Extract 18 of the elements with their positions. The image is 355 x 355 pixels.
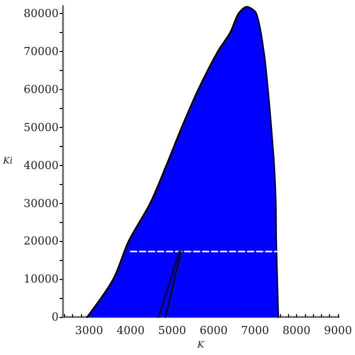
y-tick-label: 80000 [24, 7, 59, 20]
y-axis-title: Ki [2, 156, 13, 167]
y-tick-label: 70000 [24, 45, 59, 58]
x-tick-label: 6000 [200, 324, 228, 338]
x-tick-label: 9000 [324, 324, 352, 338]
y-tick-label: 20000 [24, 234, 59, 248]
y-tick-label: 60000 [24, 82, 59, 96]
x-tick-label: 8000 [282, 324, 311, 338]
y-tick-label: 40000 [24, 158, 59, 172]
x-axis-title: K [196, 340, 206, 350]
y-tick-label: 30000 [24, 196, 59, 210]
x-tick-label: 4000 [116, 324, 145, 338]
x-tick-label: 5000 [158, 324, 186, 338]
y-tick-label: 0 [52, 310, 59, 324]
x-tick-label: 7000 [241, 324, 270, 338]
x-tick-label: 3000 [75, 324, 104, 338]
y-tick-label: 50000 [24, 120, 59, 134]
y-tick-label: 10000 [24, 272, 59, 286]
